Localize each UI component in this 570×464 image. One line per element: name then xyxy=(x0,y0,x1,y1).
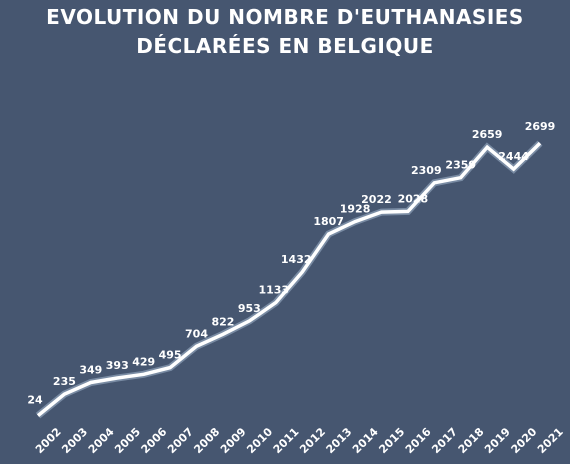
data-label: 349 xyxy=(79,363,102,376)
data-label: 2659 xyxy=(472,128,503,141)
data-label: 2309 xyxy=(411,164,442,177)
drop-lines xyxy=(37,143,541,418)
data-label: 2028 xyxy=(398,192,429,205)
x-tick-label: 2021 xyxy=(535,425,566,456)
x-axis-ticks: 2002200320042005200620072008200920102011… xyxy=(33,425,566,456)
x-tick-label: 2009 xyxy=(218,425,249,456)
x-tick-label: 2006 xyxy=(139,425,170,456)
x-tick-label: 2020 xyxy=(509,425,540,456)
data-label: 2022 xyxy=(361,193,392,206)
data-label: 235 xyxy=(53,375,76,388)
x-tick-label: 2019 xyxy=(482,425,513,456)
x-tick-label: 2007 xyxy=(165,425,196,456)
chart-title-line-1: EVOLUTION DU NOMBRE D'EUTHANASIES xyxy=(46,5,524,29)
series-line-glow xyxy=(35,140,543,419)
x-tick-label: 2018 xyxy=(456,425,487,456)
data-label: 24 xyxy=(27,394,43,407)
series-line xyxy=(36,141,542,417)
data-label: 704 xyxy=(185,327,208,340)
data-label: 1807 xyxy=(313,215,344,228)
chart-title-line-2: DÉCLARÉES EN BELGIQUE xyxy=(136,34,434,58)
x-tick-label: 2002 xyxy=(33,425,64,456)
data-label: 393 xyxy=(106,359,129,372)
x-tick-label: 2013 xyxy=(324,425,355,456)
x-tick-label: 2016 xyxy=(403,425,434,456)
x-tick-label: 2014 xyxy=(350,425,381,456)
data-label: 495 xyxy=(159,349,182,362)
x-tick-label: 2015 xyxy=(376,425,407,456)
x-tick-label: 2017 xyxy=(429,425,460,456)
series-lines xyxy=(35,140,543,419)
data-label: 2444 xyxy=(498,150,529,163)
data-label: 822 xyxy=(211,315,234,328)
data-label: 953 xyxy=(238,302,261,315)
data-label: 2359 xyxy=(445,159,476,172)
x-tick-label: 2012 xyxy=(297,425,328,456)
x-tick-label: 2011 xyxy=(271,425,302,456)
data-label: 429 xyxy=(132,355,155,368)
x-tick-label: 2010 xyxy=(244,425,275,456)
data-label: 1133 xyxy=(258,284,289,297)
x-tick-label: 2003 xyxy=(59,425,90,456)
x-tick-label: 2005 xyxy=(112,425,143,456)
x-tick-label: 2008 xyxy=(191,425,222,456)
data-label: 1928 xyxy=(340,203,371,216)
data-label: 1432 xyxy=(281,253,312,266)
data-label: 2699 xyxy=(525,120,556,133)
x-tick-label: 2004 xyxy=(86,425,117,456)
